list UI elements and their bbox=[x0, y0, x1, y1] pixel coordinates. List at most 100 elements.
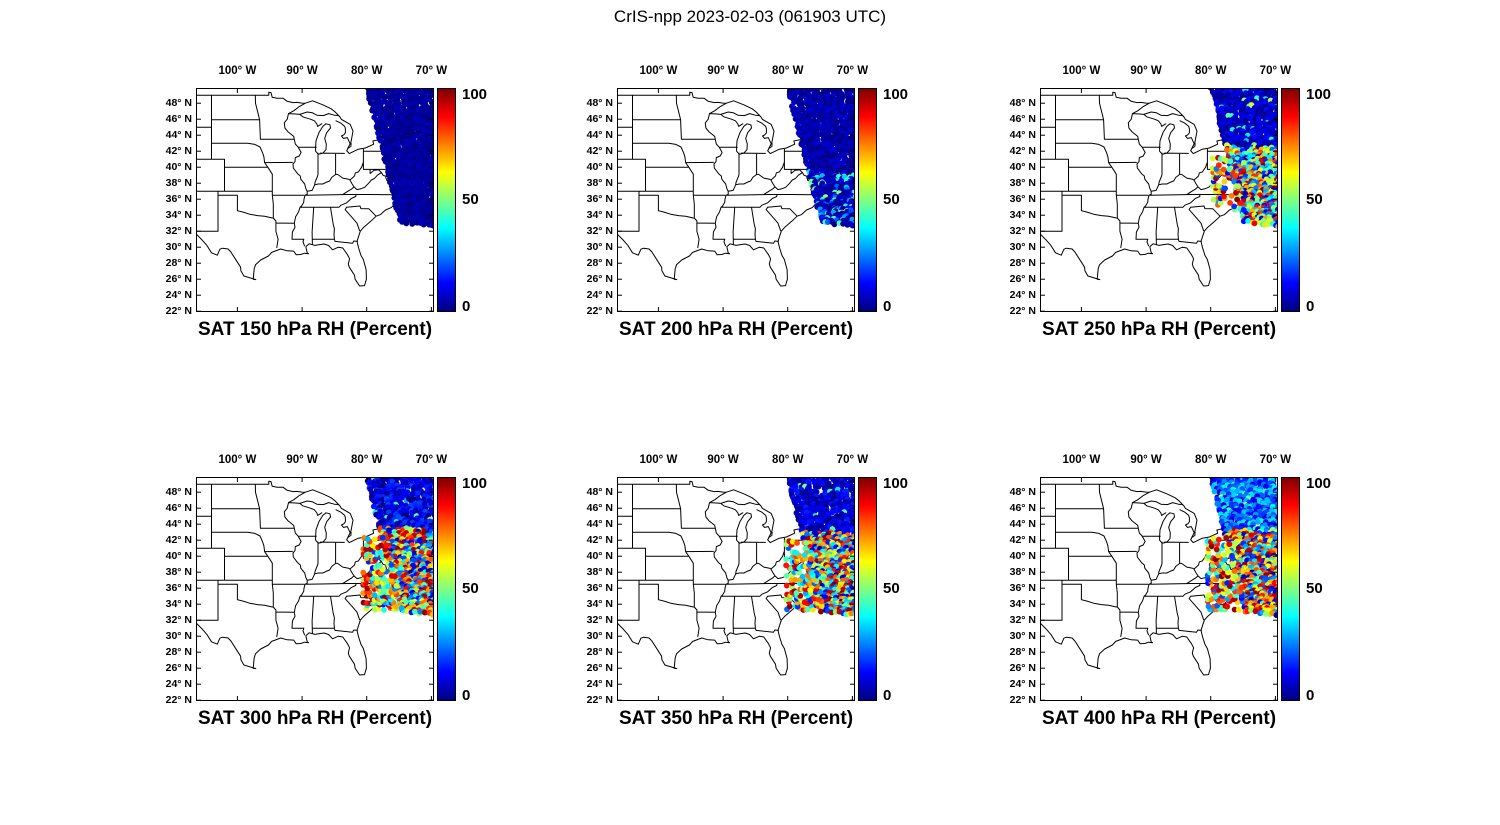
axes-frame bbox=[196, 477, 434, 701]
scatter-point bbox=[421, 609, 428, 616]
scatter-point bbox=[1232, 471, 1238, 477]
scatter-point bbox=[801, 520, 808, 526]
scatter-point bbox=[1209, 82, 1215, 88]
scatter-point bbox=[783, 582, 790, 589]
map-panel bbox=[617, 477, 855, 676]
scatter-point bbox=[402, 88, 407, 89]
scatter-point bbox=[1246, 471, 1252, 477]
scatter-point bbox=[849, 477, 853, 478]
scatter-point bbox=[1224, 497, 1230, 504]
scatter-point bbox=[1221, 178, 1228, 185]
scatter-point bbox=[384, 477, 388, 478]
scatter-layer bbox=[783, 477, 855, 618]
scatter-point bbox=[393, 582, 400, 589]
scatter-point bbox=[800, 477, 805, 478]
scatter-point bbox=[841, 558, 848, 565]
scatter-point bbox=[427, 477, 432, 478]
scatter-point bbox=[799, 142, 806, 149]
scatter-point bbox=[413, 125, 419, 131]
scatter-point bbox=[394, 88, 399, 89]
scatter-point bbox=[1209, 477, 1213, 478]
scatter-point bbox=[408, 477, 414, 483]
scatter-point bbox=[1240, 207, 1247, 213]
scatter-point bbox=[1265, 221, 1271, 228]
scatter-point bbox=[375, 606, 382, 612]
scatter-point bbox=[1266, 90, 1273, 96]
scatter-point bbox=[815, 477, 818, 478]
scatter-layer bbox=[364, 82, 434, 229]
scatter-point bbox=[844, 516, 851, 523]
scatter-point bbox=[381, 607, 387, 613]
map-panel bbox=[617, 82, 855, 287]
scatter-point bbox=[1232, 82, 1238, 88]
scatter-point bbox=[1240, 218, 1247, 225]
scatter-point bbox=[847, 486, 854, 492]
scatter-point bbox=[364, 585, 371, 592]
scatter-point bbox=[828, 609, 835, 616]
scatter-point bbox=[786, 603, 793, 610]
scatter-point bbox=[1228, 193, 1235, 199]
figure-title: CrIS-npp 2023-02-03 (061903 UTC) bbox=[613, 7, 887, 26]
scatter-point bbox=[1220, 156, 1227, 163]
scatter-layer bbox=[1204, 471, 1278, 619]
scatter-point bbox=[848, 610, 855, 617]
scatter-point bbox=[799, 573, 806, 580]
scatter-point bbox=[371, 536, 378, 543]
scatter-point bbox=[793, 590, 800, 596]
scatter-point bbox=[815, 596, 822, 603]
scatter-point bbox=[811, 113, 818, 119]
scatter-point bbox=[791, 477, 796, 478]
scatter-point bbox=[1270, 477, 1275, 478]
scatter-layer bbox=[786, 82, 855, 229]
scatter-point bbox=[398, 477, 403, 478]
scatter-point bbox=[818, 608, 824, 615]
axes-frame bbox=[1040, 88, 1278, 312]
scatter-point bbox=[383, 542, 390, 549]
scatter-point bbox=[787, 88, 791, 89]
scatter-point bbox=[1210, 196, 1217, 203]
scatter-point bbox=[1209, 155, 1216, 162]
scatter-point bbox=[1216, 183, 1222, 189]
scatter-point bbox=[794, 603, 801, 610]
scatter-point bbox=[831, 221, 838, 228]
map-panel bbox=[196, 471, 434, 676]
scatter-point bbox=[842, 88, 846, 89]
scatter-point bbox=[384, 583, 391, 590]
scatter-point bbox=[369, 477, 373, 478]
scatter-point bbox=[783, 572, 790, 579]
scatter-point bbox=[1224, 147, 1230, 153]
scatter-point bbox=[792, 483, 799, 490]
scatter-point bbox=[1254, 519, 1261, 525]
scatter-point bbox=[796, 477, 801, 478]
scatter-point bbox=[398, 605, 405, 611]
scatter-layer bbox=[360, 471, 434, 618]
scatter-point bbox=[390, 88, 394, 89]
scatter-point bbox=[1220, 166, 1227, 173]
scatter-point bbox=[391, 82, 397, 88]
map-panel bbox=[196, 82, 434, 287]
scatter-point bbox=[824, 219, 831, 226]
axes-frame bbox=[617, 88, 855, 312]
scatter-point bbox=[364, 536, 371, 542]
scatter-point bbox=[1242, 190, 1249, 197]
scatter-point bbox=[783, 562, 789, 569]
scatter-point bbox=[360, 569, 367, 576]
scatter-point bbox=[801, 552, 808, 558]
scatter-point bbox=[792, 577, 799, 583]
scatter-point bbox=[396, 471, 402, 477]
scatter-point bbox=[1255, 471, 1261, 477]
scatter-point bbox=[369, 542, 376, 549]
scatter-point bbox=[1251, 220, 1258, 227]
scatter-point bbox=[799, 82, 805, 88]
scatter-point bbox=[794, 540, 800, 546]
scatter-point bbox=[1213, 101, 1220, 107]
scatter-point bbox=[1227, 471, 1233, 477]
scatter-point bbox=[1227, 158, 1234, 165]
scatter-point bbox=[420, 221, 427, 228]
scatter-point bbox=[429, 611, 434, 618]
scatter-point bbox=[403, 220, 410, 227]
scatter-point bbox=[1228, 88, 1230, 89]
scatter-point bbox=[376, 563, 383, 569]
scatter-point bbox=[370, 82, 376, 88]
